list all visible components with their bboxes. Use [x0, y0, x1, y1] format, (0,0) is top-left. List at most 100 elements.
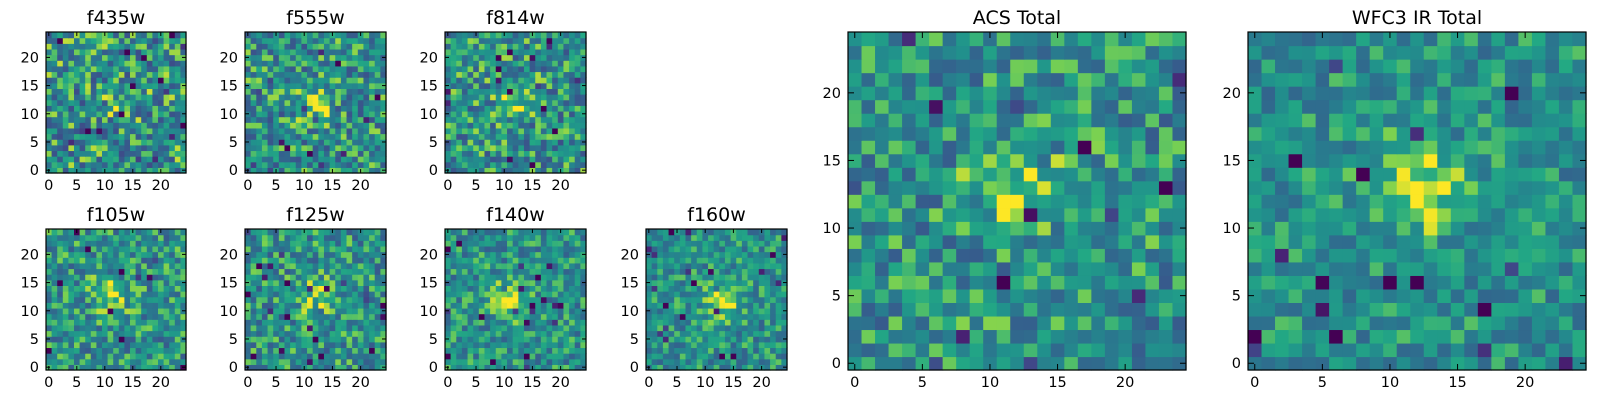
heatmap-cell	[250, 296, 257, 303]
heatmap-cell	[875, 356, 890, 371]
heatmap-cell	[90, 251, 97, 258]
heatmap-cell	[307, 71, 314, 78]
heatmap-cell	[546, 88, 553, 95]
heatmap-cell	[875, 329, 890, 344]
heatmap-cell	[96, 122, 103, 129]
heatmap-cell	[696, 274, 703, 281]
heatmap-cell	[267, 234, 274, 241]
heatmap-cell	[301, 150, 308, 157]
heatmap-cell	[507, 279, 514, 286]
heatmap-cell	[983, 342, 998, 358]
heatmap-cell	[1010, 153, 1025, 168]
heatmap-cell	[540, 60, 548, 67]
heatmap-cell	[369, 161, 376, 168]
heatmap-cell	[478, 71, 486, 78]
heatmap-cell	[46, 105, 53, 112]
heatmap-cell	[770, 324, 777, 332]
heatmap-cell	[574, 302, 581, 309]
heatmap-cell	[301, 48, 308, 56]
heatmap-cell	[724, 330, 732, 337]
heatmap-cell	[346, 296, 353, 303]
heatmap-cell	[85, 234, 92, 241]
heatmap-cell	[57, 319, 64, 326]
heatmap-cell	[118, 229, 125, 236]
heatmap-cell	[696, 245, 703, 253]
heatmap-cell	[85, 88, 92, 95]
heatmap-cell	[169, 37, 176, 44]
heatmap-cell	[490, 229, 497, 236]
heatmap-cell	[495, 257, 502, 264]
heatmap-cell	[484, 262, 491, 270]
heatmap-cell	[461, 251, 469, 258]
heatmap-cell	[456, 105, 463, 112]
heatmap-cell	[335, 48, 342, 56]
heatmap-cell	[501, 296, 508, 303]
heatmap-cell	[340, 161, 348, 168]
heatmap-cell	[557, 341, 565, 349]
heatmap-cell	[169, 347, 176, 354]
heatmap-cell	[719, 347, 726, 354]
heatmap-cell	[357, 353, 365, 360]
heatmap-cell	[346, 353, 353, 360]
heatmap-cell	[730, 291, 737, 298]
heatmap-cell	[278, 94, 286, 101]
heatmap-cell	[1064, 167, 1079, 182]
heatmap-cell	[501, 291, 508, 298]
heatmap-cell	[747, 240, 754, 247]
heatmap-cell	[152, 71, 159, 78]
heatmap-cell	[290, 324, 297, 332]
heatmap-cell	[657, 240, 664, 247]
heatmap-cell	[775, 353, 782, 360]
heatmap-cell	[969, 167, 984, 182]
heatmap-cell	[557, 336, 565, 343]
heatmap-cell	[46, 60, 53, 67]
heatmap-cell	[261, 139, 269, 146]
heatmap-cell	[770, 364, 777, 371]
heatmap-cell	[267, 268, 274, 275]
heatmap-cell	[267, 167, 274, 174]
heatmap-cell	[79, 262, 86, 270]
heatmap-cell	[529, 313, 536, 320]
heatmap-cell	[130, 353, 137, 360]
heatmap-cell	[295, 150, 302, 157]
heatmap-cell	[352, 285, 359, 292]
heatmap-cell	[651, 313, 658, 320]
heatmap-cell	[329, 37, 336, 44]
heatmap-cell	[329, 336, 336, 343]
heatmap-cell	[484, 285, 491, 292]
heatmap-cell	[79, 54, 86, 61]
heatmap-cell	[146, 122, 153, 129]
heatmap-cell	[51, 324, 58, 332]
heatmap-cell	[74, 347, 81, 354]
heatmap-cell	[473, 110, 480, 118]
heatmap-cell	[461, 330, 469, 337]
heatmap-cell	[273, 307, 280, 315]
heatmap-cell	[278, 330, 286, 337]
heatmap-cell	[646, 296, 653, 303]
heatmap-cell	[102, 48, 109, 56]
heatmap-cell	[68, 324, 75, 332]
heatmap-cell	[256, 296, 263, 303]
heatmap-cell	[346, 291, 353, 298]
heatmap-cell	[369, 341, 376, 349]
heatmap-cell	[312, 262, 319, 270]
heatmap-cell	[574, 150, 581, 157]
heatmap-cell	[374, 245, 381, 253]
heatmap-cell	[546, 37, 553, 44]
heatmap-cell	[323, 32, 331, 39]
heatmap-cell	[329, 133, 336, 140]
heatmap-cell	[1091, 329, 1106, 344]
heatmap-cell	[646, 274, 653, 281]
heatmap-cell	[278, 336, 286, 343]
heatmap-cell	[180, 32, 187, 39]
heatmap-cell	[861, 288, 876, 303]
heatmap-cell	[369, 71, 376, 78]
heatmap-cell	[102, 88, 109, 95]
heatmap-cell	[284, 156, 291, 163]
heatmap-cell	[335, 330, 342, 337]
heatmap-cell	[174, 234, 181, 241]
heatmap-cell	[741, 240, 749, 247]
heatmap-cell	[552, 116, 559, 123]
heatmap-cell	[495, 229, 502, 236]
heatmap-cell	[284, 133, 291, 140]
